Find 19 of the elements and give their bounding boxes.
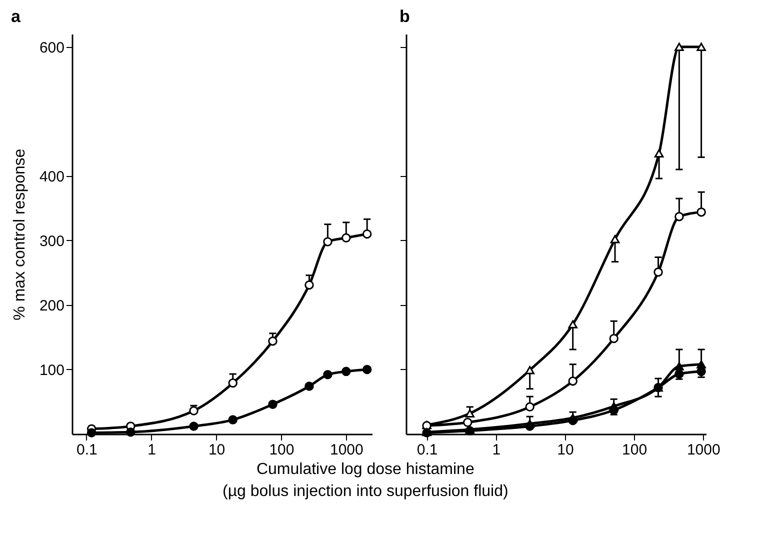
chart-title: b: [400, 7, 410, 26]
y-tick-label: 300: [39, 232, 64, 250]
x-tick-label: 1000: [686, 442, 720, 458]
x-axis-title: Cumulative log dose histamine (µg bolus injection into superfusion fluid): [222, 461, 508, 500]
y-tick-label: 400: [39, 168, 64, 186]
x-tick-label: 10: [557, 442, 574, 458]
x-tick-label: 0.1: [76, 442, 98, 458]
x-tick-label: 0.1: [416, 442, 438, 458]
x-tick-label: 1: [148, 442, 156, 458]
y-tick-label: 100: [39, 362, 64, 379]
x-tick-label: 100: [269, 442, 294, 458]
y-axis-title: % max control response: [11, 148, 28, 320]
x-tick-label: 100: [622, 442, 648, 458]
chart-title: a: [10, 7, 21, 26]
y-tick-label: 200: [39, 297, 64, 314]
y-tick-label: 600: [39, 39, 64, 56]
x-tick-label: 10: [208, 442, 226, 458]
x-tick-label: 1000: [330, 442, 364, 458]
x-tick-label: 1: [492, 442, 501, 458]
